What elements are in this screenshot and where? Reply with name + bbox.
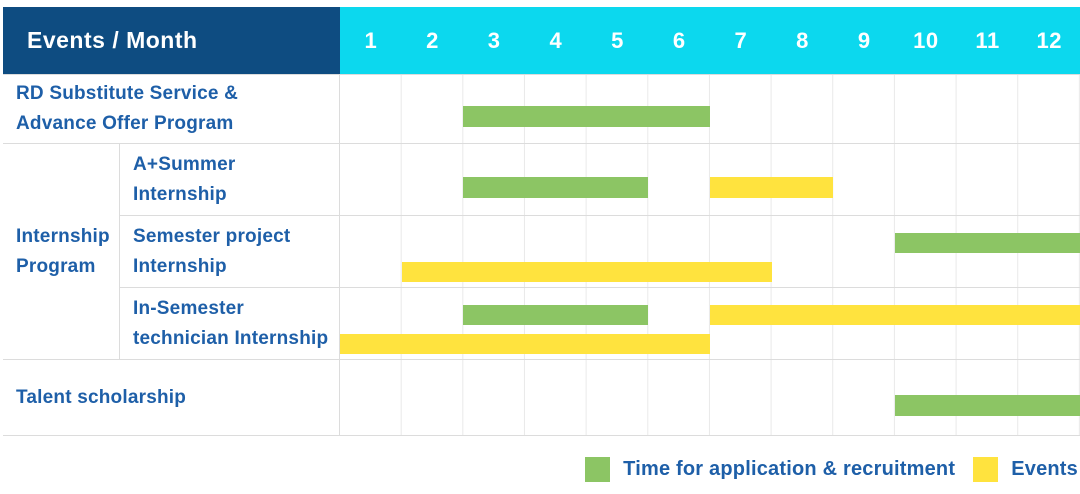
month-header-4: 4 xyxy=(549,27,563,53)
chart-row-talent-scholarship xyxy=(340,360,1080,435)
row-label-rd-substitute: RD Substitute Service & Advance Offer Pr… xyxy=(3,75,340,143)
month-header-8: 8 xyxy=(796,27,809,53)
month-header-11: 11 xyxy=(975,27,1000,53)
table-row: In-Semester technician Internship xyxy=(120,288,1080,360)
month-header-1: 1 xyxy=(364,27,378,53)
month-header-12: 12 xyxy=(1036,27,1062,53)
event-bar xyxy=(340,334,710,354)
application-recruitment-bar xyxy=(895,394,1080,416)
group-label-internship-program: Internship Program xyxy=(3,144,120,360)
application-recruitment-swatch-icon xyxy=(585,457,611,482)
events-swatch-icon xyxy=(973,457,999,482)
application-recruitment-bar xyxy=(463,176,649,198)
row-label-a-plus-summer: A+Summer Internship xyxy=(120,144,340,215)
month-header-5: 5 xyxy=(611,27,624,53)
chart-row-rd-substitute xyxy=(340,75,1080,143)
event-bar xyxy=(710,305,1080,325)
internship-program-rows: A+Summer Internship Semester project Int… xyxy=(120,144,1080,360)
legend-item-application-recruitment: Time for application & recruitment xyxy=(585,457,955,482)
month-header-6: 6 xyxy=(672,27,686,53)
row-label-in-semester-technician: In-Semester technician Internship xyxy=(120,288,340,359)
header-row: Events / Month 1 2 3 4 5 6 7 8 9 10 11 1… xyxy=(3,7,1080,75)
table-row: Talent scholarship xyxy=(3,360,1080,436)
event-bar xyxy=(401,262,772,282)
row-label-talent-scholarship: Talent scholarship xyxy=(3,360,340,435)
month-header-3: 3 xyxy=(487,27,501,53)
application-recruitment-bar xyxy=(463,305,649,325)
month-header-10: 10 xyxy=(913,27,939,53)
legend-label-application-recruitment: Time for application & recruitment xyxy=(623,458,956,480)
application-recruitment-bar xyxy=(463,106,710,127)
internship-program-group: Internship Program A+Summer Internship S… xyxy=(3,144,1080,360)
application-recruitment-bar xyxy=(895,233,1080,253)
month-header-7: 7 xyxy=(734,27,748,53)
month-header-9: 9 xyxy=(857,27,871,53)
table-row: Semester project Internship xyxy=(120,216,1080,288)
event-bar xyxy=(710,176,834,198)
legend-label-events: Events xyxy=(1011,458,1078,480)
legend-item-events: Events xyxy=(973,457,1078,482)
table-row: A+Summer Internship xyxy=(120,144,1080,216)
gantt-table: Events / Month 1 2 3 4 5 6 7 8 9 10 11 1… xyxy=(3,7,1080,436)
table-row: RD Substitute Service & Advance Offer Pr… xyxy=(3,75,1080,144)
events-month-header: Events / Month xyxy=(3,7,340,74)
chart-row-in-semester-technician xyxy=(340,288,1080,359)
row-label-semester-project: Semester project Internship xyxy=(120,216,340,287)
legend: Time for application & recruitment Event… xyxy=(585,457,1078,482)
chart-row-a-plus-summer xyxy=(340,144,1080,215)
month-header-2: 2 xyxy=(426,27,439,53)
chart-row-semester-project xyxy=(340,216,1080,287)
month-header-row: 1 2 3 4 5 6 7 8 9 10 11 12 xyxy=(340,7,1080,74)
